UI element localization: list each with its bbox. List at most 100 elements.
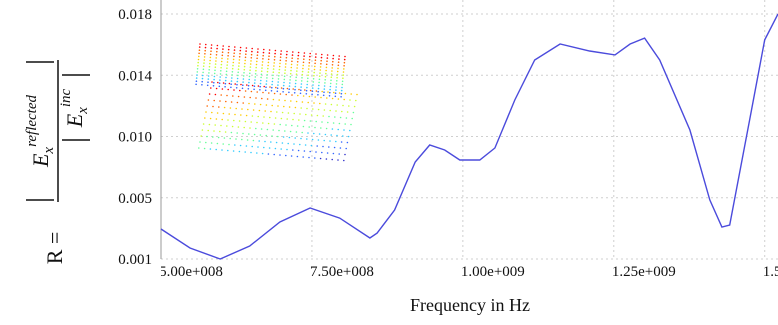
cloud-dot xyxy=(232,71,234,73)
cloud-dot xyxy=(211,47,213,49)
cloud-dot xyxy=(279,63,281,65)
cloud-dot xyxy=(307,78,309,80)
cloud-dot xyxy=(195,84,197,86)
cloud-dot xyxy=(283,88,285,90)
cloud-dot xyxy=(262,153,264,155)
cloud-dot xyxy=(288,88,290,90)
cloud-dot xyxy=(253,140,255,142)
cloud-dot xyxy=(245,57,247,59)
cloud-dot xyxy=(264,110,266,112)
cloud-dot xyxy=(300,86,302,88)
cloud-dot xyxy=(339,123,341,125)
cloud-dot xyxy=(295,86,297,88)
cloud-dot xyxy=(282,112,284,114)
cloud-dot xyxy=(330,134,332,136)
cloud-dot xyxy=(340,96,342,98)
cloud-dot xyxy=(316,145,318,147)
cloud-dot xyxy=(254,134,256,136)
cloud-dot xyxy=(196,80,198,82)
cloud-dot xyxy=(338,98,340,100)
cloud-dot xyxy=(283,136,285,138)
cloud-dot xyxy=(305,144,307,146)
cloud-dot xyxy=(230,107,232,109)
cloud-dot xyxy=(274,123,276,125)
cloud-dot xyxy=(293,113,295,115)
cloud-dot xyxy=(314,157,316,159)
cloud-dot xyxy=(231,77,233,79)
cloud-dot xyxy=(337,74,339,76)
cloud-dot xyxy=(269,117,271,119)
cloud-dot xyxy=(288,92,290,94)
cloud-dot xyxy=(250,60,252,62)
cloud-dot xyxy=(269,52,271,54)
cloud-dot xyxy=(249,69,251,71)
cloud-dot xyxy=(342,81,344,83)
cloud-dot xyxy=(273,68,275,70)
cloud-dot xyxy=(213,130,215,132)
cloud-dot xyxy=(285,94,287,96)
cloud-dot xyxy=(204,148,206,150)
cloud-dot xyxy=(333,153,335,155)
cloud-dot xyxy=(234,46,236,48)
cloud-dot xyxy=(209,66,211,68)
cloud-dot xyxy=(288,112,290,114)
cloud-dot xyxy=(240,84,242,86)
cloud-dot xyxy=(330,86,332,88)
cloud-dot xyxy=(251,51,253,53)
cloud-dot xyxy=(226,125,228,127)
y-tick-label: 0.005 xyxy=(118,191,152,207)
cloud-dot xyxy=(325,73,327,75)
cloud-dot xyxy=(222,51,224,53)
cloud-dot xyxy=(342,77,344,79)
cloud-dot xyxy=(343,160,345,162)
cloud-dot xyxy=(254,85,256,87)
cloud-dot xyxy=(329,110,331,112)
cloud-dot xyxy=(253,89,255,91)
cloud-dot xyxy=(249,127,251,129)
cloud-dot xyxy=(198,56,200,58)
cloud-dot xyxy=(294,89,296,91)
cloud-dot xyxy=(315,151,317,153)
cloud-dot xyxy=(262,122,264,124)
cloud-dot xyxy=(219,100,221,102)
cloud-dot xyxy=(319,72,321,74)
cloud-dot xyxy=(277,136,279,138)
cloud-dot xyxy=(245,121,247,123)
cloud-dot xyxy=(208,75,210,77)
cloud-dot xyxy=(331,104,333,106)
cloud-dot xyxy=(320,69,322,71)
cloud-dot xyxy=(238,62,240,64)
cloud-dot xyxy=(215,63,217,65)
cloud-dot xyxy=(251,54,253,56)
cloud-dot xyxy=(324,88,326,90)
cloud-dot xyxy=(349,130,351,132)
cloud-dot xyxy=(257,51,259,53)
cloud-dot xyxy=(227,61,229,63)
cloud-dot xyxy=(221,149,223,151)
cloud-dot xyxy=(225,83,227,85)
cloud-dot xyxy=(290,100,292,102)
cloud-dot xyxy=(265,86,267,88)
cloud-dot xyxy=(197,62,199,64)
cloud-dot xyxy=(318,85,320,87)
cloud-dot xyxy=(356,94,358,96)
cloud-dot xyxy=(274,59,276,61)
cloud-dot xyxy=(245,50,247,52)
cloud-dot xyxy=(199,46,201,48)
cloud-dot xyxy=(301,77,303,79)
cloud-dot xyxy=(280,93,282,95)
cloud-dot xyxy=(228,46,230,48)
cloud-dot xyxy=(308,71,310,73)
cloud-dot xyxy=(261,128,263,130)
cloud-dot xyxy=(222,88,224,90)
cloud-dot xyxy=(233,52,235,54)
cloud-dot xyxy=(326,97,328,99)
cloud-dot xyxy=(327,122,329,124)
cloud-dot xyxy=(295,107,297,109)
cloud-dot xyxy=(279,69,281,71)
cloud-dot xyxy=(210,50,212,52)
cloud-dot xyxy=(237,102,239,104)
cloud-dot xyxy=(262,64,264,66)
x-axis-label: Frequency in Hz xyxy=(410,295,530,315)
cloud-dot xyxy=(233,62,235,64)
